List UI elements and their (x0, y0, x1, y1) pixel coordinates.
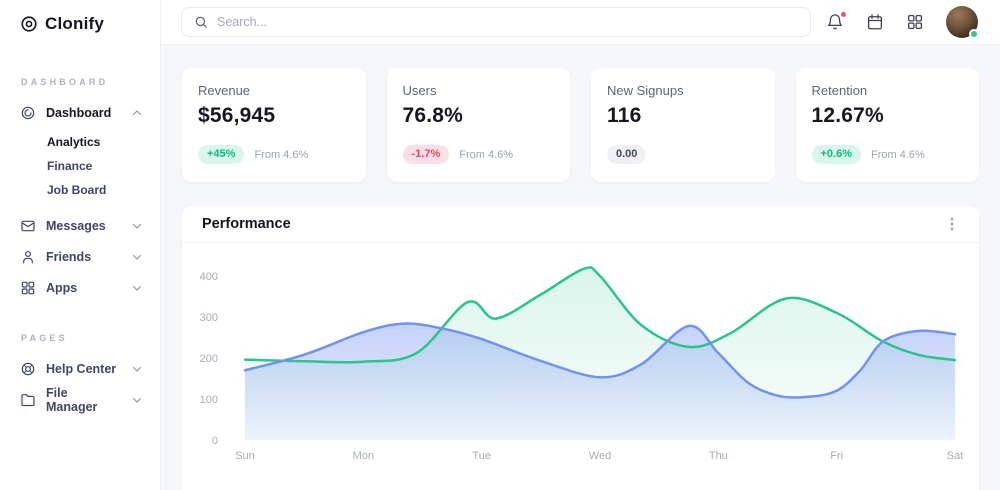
y-axis-tick-label: 100 (200, 394, 218, 406)
stat-badge: 0.00 (607, 145, 647, 165)
stat-card-new-signups: New Signups 116 0.00 (591, 68, 775, 182)
user-avatar[interactable] (946, 6, 979, 39)
brand-name: Clonify (45, 14, 105, 33)
x-axis-label: Sun (235, 450, 255, 462)
sidebar-item-messages[interactable]: Messages (0, 210, 160, 241)
sidebar-subitem-finance[interactable]: Finance (47, 159, 93, 173)
stat-footer: +0.6% From 4.6% (811, 145, 964, 165)
chevron-down-icon[interactable] (131, 251, 143, 263)
sidebar-item-label: Messages (46, 218, 106, 233)
chevron-up-icon[interactable] (131, 107, 143, 119)
stat-card-users: Users 76.8% -1.7% From 4.6% (386, 68, 570, 182)
stat-title: Retention (811, 83, 868, 98)
sidebar-section-label: PAGES (21, 333, 68, 343)
sidebar-item-label: Dashboard (46, 105, 112, 120)
chevron-down-icon[interactable] (131, 282, 143, 294)
stat-card-retention: Retention 12.67% +0.6% From 4.6% (795, 68, 979, 182)
sidebar-section-label: DASHBOARD (21, 77, 109, 87)
x-axis-label: Wed (589, 450, 611, 462)
series-blue-area (245, 323, 955, 440)
stat-value: 116 (607, 104, 642, 127)
panel-title: Performance (202, 216, 291, 232)
stat-footer: +45% From 4.6% (198, 145, 350, 165)
performance-panel: Performance 0 100 200 300 400 Sun Mon Tue Wed Thu… (182, 206, 979, 490)
x-axis-label: Tue (472, 450, 491, 462)
stat-value: 76.8% (402, 104, 464, 127)
performance-panel-header: Performance (182, 206, 979, 243)
y-axis-tick-label: 400 (200, 271, 218, 283)
sidebar-subitem-analytics[interactable]: Analytics (47, 135, 101, 149)
topbar-actions (826, 6, 979, 39)
sidebar-item-friends[interactable]: Friends (0, 241, 160, 272)
search-icon (195, 16, 207, 28)
stat-footer: -1.7% From 4.6% (402, 145, 555, 165)
performance-chart[interactable]: 0 100 200 300 400 Sun Mon Tue Wed Thu Fri Sat (182, 243, 979, 489)
online-status-dot (969, 29, 979, 39)
series-green-line (243, 266, 957, 364)
sidebar: Clonify DASHBOARD Dashboard Analytics Finan… (0, 0, 161, 490)
stat-badge: +45% (198, 145, 245, 165)
chevron-down-icon[interactable] (131, 220, 143, 232)
notification-dot (840, 11, 847, 18)
stat-title: Users (402, 83, 437, 98)
stat-title: New Signups (607, 83, 684, 98)
messages-icon (20, 218, 36, 234)
y-axis-tick-label: 200 (200, 353, 218, 365)
apps-grid-icon[interactable] (906, 13, 924, 31)
sidebar-subitem-job-board[interactable]: Job Board (47, 183, 107, 197)
main-area: Revenue $56,945 +45% From 4.6% Users 76.8% -1.… (161, 0, 1000, 490)
sidebar-item-label: Friends (46, 249, 92, 264)
stat-card-revenue: Revenue $56,945 +45% From 4.6% (182, 68, 366, 182)
sidebar-submenu: Analytics Finance Job Board (0, 128, 160, 210)
stat-value: 12.67% (811, 104, 884, 127)
clonify-logo-icon (21, 16, 37, 32)
sidebar-item-file-manager[interactable]: File Manager (0, 384, 160, 415)
stat-badge: -1.7% (402, 145, 450, 165)
folder-icon (20, 392, 36, 408)
sidebar-item-label: Help Center (46, 361, 117, 376)
stat-note: From 4.6% (254, 148, 309, 161)
dashboard-icon (20, 105, 36, 121)
stat-title: Revenue (198, 83, 251, 98)
series-blue-line (243, 322, 957, 399)
calendar-icon[interactable] (866, 13, 884, 31)
bell-icon[interactable] (826, 11, 847, 31)
content: Revenue $56,945 +45% From 4.6% Users 76.8% -1.… (161, 45, 1000, 490)
x-axis-label: Mon (353, 450, 374, 462)
chevron-down-icon[interactable] (131, 363, 143, 375)
sidebar-item-dashboard[interactable]: Dashboard (0, 97, 160, 128)
search-input[interactable] (217, 15, 798, 29)
sidebar-item-apps[interactable]: Apps (0, 272, 160, 303)
brand-logo[interactable]: Clonify (0, 0, 160, 34)
chevron-down-icon[interactable] (131, 394, 143, 406)
friends-icon (20, 249, 36, 265)
stat-note: From 4.6% (459, 148, 514, 161)
sidebar-nav: DASHBOARD Dashboard Analytics Finance Job Bo… (0, 77, 160, 415)
sidebar-item-label: Apps (46, 280, 78, 295)
x-axis-label: Thu (709, 450, 728, 462)
apps-icon (20, 280, 36, 296)
sidebar-item-label: File Manager (46, 385, 98, 414)
y-axis-tick-label: 0 (212, 435, 218, 447)
stat-badge: +0.6% (811, 145, 861, 165)
area-chart-svg: 0 100 200 300 400 Sun Mon Tue Wed Thu Fri Sat (200, 266, 964, 462)
x-axis-label: Fri (830, 450, 843, 462)
x-axis-label: Sat (947, 450, 964, 462)
search-box[interactable] (181, 7, 811, 37)
stat-footer: 0.00 (607, 145, 759, 165)
kebab-menu-icon[interactable] (945, 216, 959, 232)
stat-note: From 4.6% (871, 148, 925, 161)
y-axis-tick-label: 300 (200, 312, 218, 324)
stats-row: Revenue $56,945 +45% From 4.6% Users 76.8% -1.… (182, 68, 979, 182)
sidebar-item-help-center[interactable]: Help Center (0, 353, 160, 384)
help-icon (20, 361, 36, 377)
stat-value: $56,945 (198, 104, 276, 127)
topbar (161, 0, 1000, 45)
